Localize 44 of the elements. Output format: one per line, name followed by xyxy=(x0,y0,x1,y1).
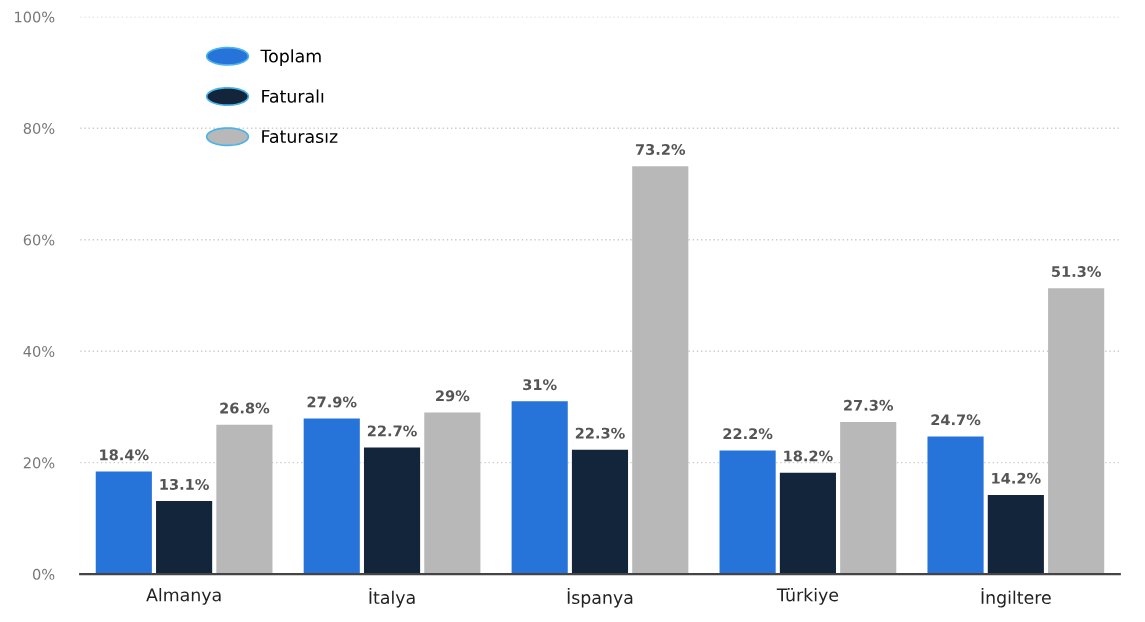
y-tick-label: 0% xyxy=(32,568,55,580)
data-label: 18.4% xyxy=(100,449,149,461)
bar xyxy=(840,421,897,575)
data-label: 31% xyxy=(523,379,557,391)
bar xyxy=(987,494,1044,575)
legend-label: Faturalı xyxy=(262,89,324,103)
legend-label: Faturasız xyxy=(262,130,338,144)
x-tick-label: Almanya xyxy=(146,587,221,605)
data-label: 27.3% xyxy=(844,399,894,411)
x-tick-label: İspanya xyxy=(567,587,633,608)
x-tick-label: İtalya xyxy=(369,587,415,608)
data-label: 22.3% xyxy=(575,427,625,439)
bar xyxy=(779,472,836,575)
y-tick-label: 20% xyxy=(23,457,55,469)
bar xyxy=(571,449,629,575)
y-tick-label: 60% xyxy=(23,234,55,246)
bar xyxy=(156,501,213,575)
bar xyxy=(719,450,776,575)
y-tick-label: 80% xyxy=(23,122,55,134)
data-label: 26.8% xyxy=(220,402,270,414)
bar xyxy=(216,424,273,575)
data-label: 22.7% xyxy=(367,425,417,437)
y-tick-label: 40% xyxy=(23,345,55,357)
bar xyxy=(424,412,481,575)
bar xyxy=(632,166,689,575)
data-label: 51.3% xyxy=(1051,266,1101,278)
data-label: 13.1% xyxy=(160,478,209,490)
data-label: 22.2% xyxy=(723,428,773,440)
data-label: 73.2% xyxy=(635,143,686,155)
bar xyxy=(363,447,421,575)
bar xyxy=(303,418,360,575)
data-label: 24.7% xyxy=(931,414,981,426)
x-tick-label: İngiltere xyxy=(981,587,1051,608)
legend-label: Toplam xyxy=(260,49,321,66)
data-label: 27.9% xyxy=(307,396,357,408)
bar xyxy=(927,436,984,575)
y-tick-label: 100% xyxy=(15,11,55,23)
x-tick-label: Türkiye xyxy=(776,587,839,605)
bar xyxy=(511,401,568,575)
bar xyxy=(95,471,152,575)
data-label: 14.2% xyxy=(992,472,1041,484)
data-label: 18.2% xyxy=(784,450,833,462)
data-label: 29% xyxy=(436,390,470,402)
bar xyxy=(1048,288,1105,575)
